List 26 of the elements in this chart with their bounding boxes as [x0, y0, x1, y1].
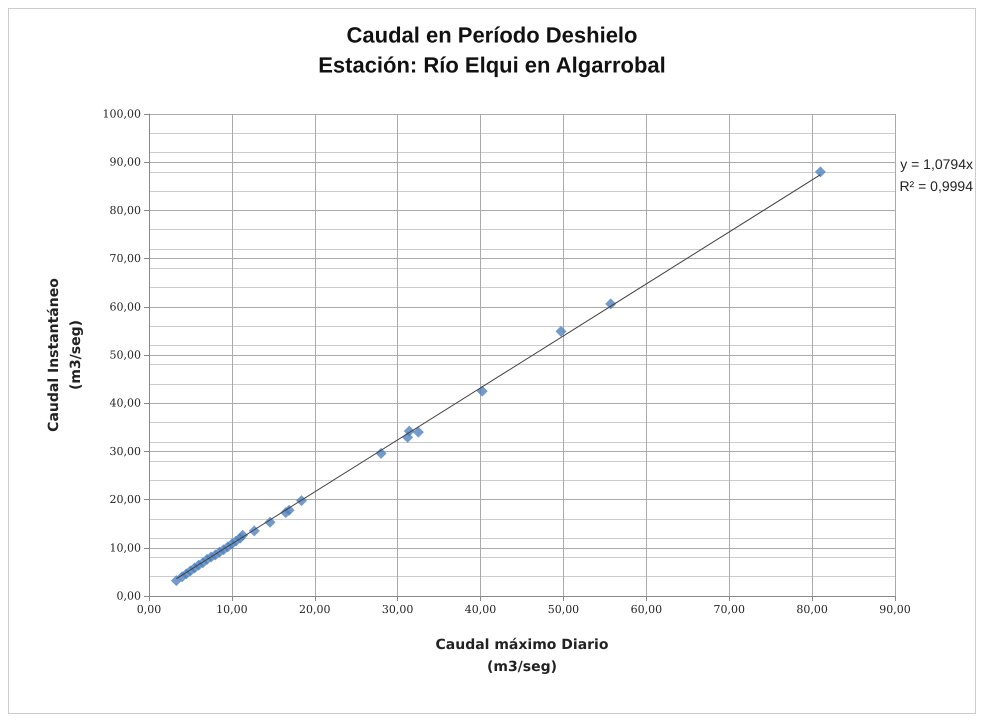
x-tick-label: 10,00	[216, 603, 248, 616]
x-tick-label: 0,00	[136, 603, 162, 616]
x-tick-label: 70,00	[713, 603, 745, 616]
x-tick-label: 50,00	[548, 603, 580, 616]
x-tick-label: 20,00	[299, 603, 331, 616]
x-tick-label: 60,00	[630, 603, 662, 616]
y-tick-label: 30,00	[110, 444, 141, 458]
y-tick-label: 60,00	[110, 300, 141, 314]
y-tick-label: 10,00	[110, 541, 141, 554]
text: R² = 0,9994	[899, 178, 974, 194]
y-tick-label: 40,00	[110, 396, 141, 410]
y-tick-label: 20,00	[110, 493, 141, 506]
y-tick-label: 50,00	[110, 348, 141, 362]
x-tick-label: 30,00	[382, 603, 414, 616]
chart-title: Caudal en Período Deshielo Estación: Río Elqui en Algarrobal	[318, 22, 666, 78]
y-tick-label: 80,00	[110, 204, 141, 217]
text: y = 1,0794x	[900, 156, 973, 172]
x-tick-label: 90,00	[879, 603, 911, 616]
x-axis-title: Caudal máximo Diario (m3/seg)	[436, 637, 609, 675]
y-tick-label: 90,00	[110, 156, 141, 169]
x-tick-label: 40,00	[464, 603, 496, 616]
y-tick-label: 0,00	[116, 590, 141, 602]
y-axis-title: Caudal Instantáneo (m3/seg)	[46, 278, 84, 432]
x-tick-label: 80,00	[796, 603, 828, 616]
y-tick-label: 100,00	[102, 108, 141, 120]
y-tick-label: 70,00	[110, 252, 141, 266]
